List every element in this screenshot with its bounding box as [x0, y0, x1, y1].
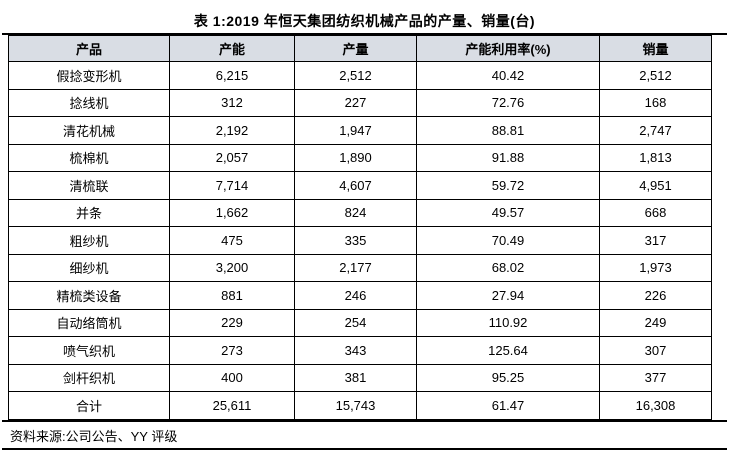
- cell-capacity: 2,192: [169, 116, 295, 145]
- cell-utilization: 125.64: [416, 336, 600, 365]
- cell-capacity: 1,662: [169, 198, 295, 227]
- cell-product: 精梳类设备: [8, 281, 170, 310]
- cell-utilization: 61.47: [416, 391, 600, 420]
- cell-utilization: 88.81: [416, 116, 600, 145]
- table-row: 剑杆织机 400 381 95.25 377: [8, 363, 712, 392]
- footer-rule-divider: [2, 419, 727, 422]
- cell-product: 自动络筒机: [8, 308, 170, 337]
- cell-sales: 317: [599, 226, 712, 255]
- cell-output: 227: [294, 88, 417, 117]
- source-note: 资料来源:公司公告、YY 评级: [10, 428, 178, 444]
- column-header-product: 产品: [8, 35, 170, 62]
- cell-sales: 1,973: [599, 253, 712, 282]
- cell-capacity: 475: [169, 226, 295, 255]
- cell-capacity: 881: [169, 281, 295, 310]
- cell-product: 假捻变形机: [8, 61, 170, 90]
- cell-output: 2,177: [294, 253, 417, 282]
- cell-sales: 4,951: [599, 171, 712, 200]
- table-title: 表 1:2019 年恒天集团纺织机械产品的产量、销量(台): [193, 13, 536, 29]
- cell-output: 254: [294, 308, 417, 337]
- cell-sales: 2,747: [599, 116, 712, 145]
- cell-utilization: 49.57: [416, 198, 600, 227]
- cell-output: 2,512: [294, 61, 417, 90]
- cell-utilization: 110.92: [416, 308, 600, 337]
- cell-product: 清梳联: [8, 171, 170, 200]
- cell-capacity: 2,057: [169, 143, 295, 172]
- cell-output: 4,607: [294, 171, 417, 200]
- cell-product: 合计: [8, 391, 170, 420]
- cell-output: 335: [294, 226, 417, 255]
- cell-utilization: 59.72: [416, 171, 600, 200]
- table-row: 喷气织机 273 343 125.64 307: [8, 336, 712, 365]
- cell-sales: 249: [599, 308, 712, 337]
- cell-product: 粗纱机: [8, 226, 170, 255]
- cell-utilization: 95.25: [416, 363, 600, 392]
- cell-sales: 16,308: [599, 391, 712, 420]
- cell-sales: 377: [599, 363, 712, 392]
- table-row: 假捻变形机 6,215 2,512 40.42 2,512: [8, 61, 712, 90]
- column-header-output: 产量: [294, 35, 417, 62]
- table-row: 梳棉机 2,057 1,890 91.88 1,813: [8, 143, 712, 172]
- cell-utilization: 68.02: [416, 253, 600, 282]
- cell-output: 15,743: [294, 391, 417, 420]
- cell-capacity: 312: [169, 88, 295, 117]
- cell-capacity: 3,200: [169, 253, 295, 282]
- cell-utilization: 27.94: [416, 281, 600, 310]
- cell-capacity: 7,714: [169, 171, 295, 200]
- cell-output: 246: [294, 281, 417, 310]
- table-row: 自动络筒机 229 254 110.92 249: [8, 308, 712, 337]
- bottom-rule-divider: [2, 447, 727, 450]
- cell-output: 824: [294, 198, 417, 227]
- cell-utilization: 91.88: [416, 143, 600, 172]
- cell-output: 1,947: [294, 116, 417, 145]
- cell-output: 1,890: [294, 143, 417, 172]
- table-row: 粗纱机 475 335 70.49 317: [8, 226, 712, 255]
- table-row: 并条 1,662 824 49.57 668: [8, 198, 712, 227]
- cell-product: 喷气织机: [8, 336, 170, 365]
- production-sales-table: 产品 产能 产量 产能利用率(%) 销量 假捻变形机 6,215 2,512 4…: [8, 35, 712, 420]
- table-row-total: 合计 25,611 15,743 61.47 16,308: [8, 391, 712, 420]
- table-row: 细纱机 3,200 2,177 68.02 1,973: [8, 253, 712, 282]
- cell-sales: 168: [599, 88, 712, 117]
- cell-sales: 668: [599, 198, 712, 227]
- top-rule-divider: [2, 33, 727, 35]
- cell-sales: 1,813: [599, 143, 712, 172]
- cell-capacity: 273: [169, 336, 295, 365]
- cell-capacity: 400: [169, 363, 295, 392]
- column-header-sales: 销量: [599, 35, 712, 62]
- cell-product: 梳棉机: [8, 143, 170, 172]
- cell-product: 捻线机: [8, 88, 170, 117]
- cell-utilization: 70.49: [416, 226, 600, 255]
- cell-product: 剑杆织机: [8, 363, 170, 392]
- cell-output: 343: [294, 336, 417, 365]
- table-row: 精梳类设备 881 246 27.94 226: [8, 281, 712, 310]
- column-header-utilization: 产能利用率(%): [416, 35, 600, 62]
- cell-utilization: 72.76: [416, 88, 600, 117]
- column-header-capacity: 产能: [169, 35, 295, 62]
- cell-sales: 307: [599, 336, 712, 365]
- table-row: 清花机械 2,192 1,947 88.81 2,747: [8, 116, 712, 145]
- header-row: 产品 产能 产量 产能利用率(%) 销量: [8, 35, 712, 62]
- cell-utilization: 40.42: [416, 61, 600, 90]
- cell-output: 381: [294, 363, 417, 392]
- cell-sales: 226: [599, 281, 712, 310]
- table-row: 捻线机 312 227 72.76 168: [8, 88, 712, 117]
- cell-product: 清花机械: [8, 116, 170, 145]
- cell-product: 细纱机: [8, 253, 170, 282]
- cell-capacity: 25,611: [169, 391, 295, 420]
- cell-sales: 2,512: [599, 61, 712, 90]
- cell-capacity: 229: [169, 308, 295, 337]
- table-row: 清梳联 7,714 4,607 59.72 4,951: [8, 171, 712, 200]
- cell-product: 并条: [8, 198, 170, 227]
- cell-capacity: 6,215: [169, 61, 295, 90]
